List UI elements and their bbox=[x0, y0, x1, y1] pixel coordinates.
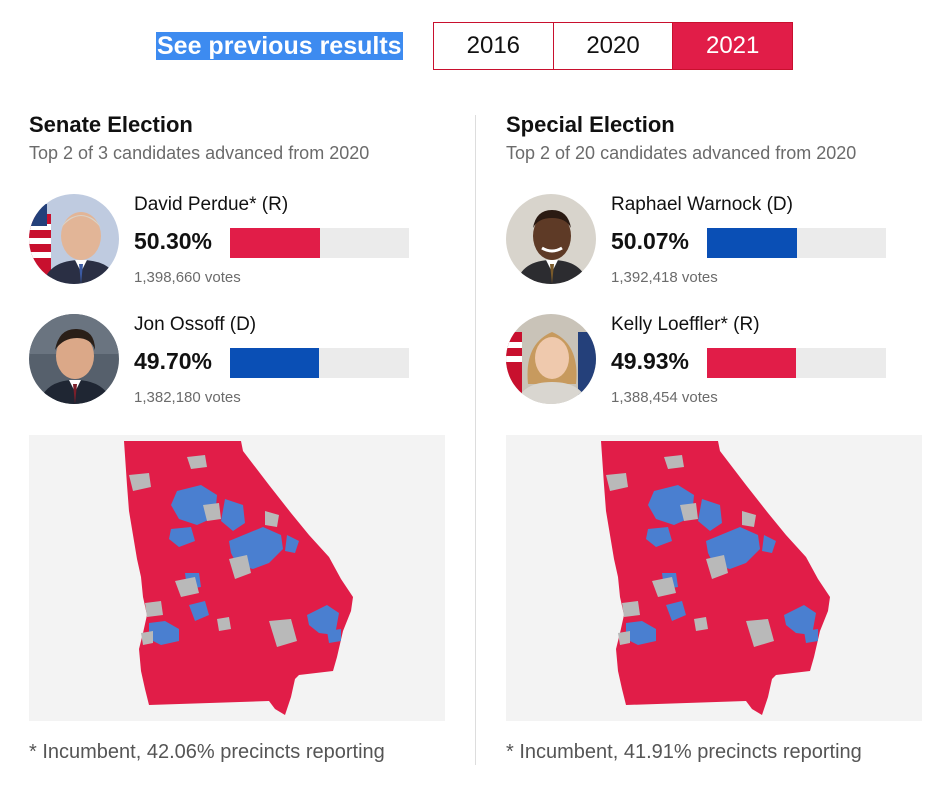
candidate-loeffler: Kelly Loeffler* (R) 49.93% 1,388,454 vot… bbox=[506, 314, 926, 406]
georgia-map bbox=[601, 441, 830, 715]
county-gray bbox=[187, 455, 207, 469]
candidate-name: Kelly Loeffler* (R) bbox=[611, 314, 760, 335]
county-blue bbox=[804, 629, 818, 643]
county-gray bbox=[622, 601, 640, 617]
candidate-photo-ossoff bbox=[29, 314, 119, 404]
county-gray bbox=[141, 631, 153, 645]
race-title: Senate Election bbox=[29, 112, 193, 137]
county-gray bbox=[229, 555, 251, 579]
no-results-counties bbox=[606, 455, 774, 647]
county-gray bbox=[694, 617, 708, 631]
candidate-votes: 1,382,180 votes bbox=[134, 389, 241, 406]
georgia-map bbox=[124, 441, 353, 715]
county-gray bbox=[618, 631, 630, 645]
candidate-warnock: Raphael Warnock (D) 50.07% 1,392,418 vot… bbox=[506, 194, 926, 286]
county-gray bbox=[217, 617, 231, 631]
county-gray bbox=[706, 555, 728, 579]
county-blue bbox=[626, 621, 656, 645]
vote-share-bar-fill bbox=[707, 348, 797, 378]
candidate-name: Raphael Warnock (D) bbox=[611, 194, 793, 215]
county-blue bbox=[762, 535, 776, 553]
county-blue bbox=[221, 499, 245, 531]
candidate-votes: 1,398,660 votes bbox=[134, 269, 241, 286]
candidate-name: Jon Ossoff (D) bbox=[134, 314, 257, 335]
candidate-ossoff: Jon Ossoff (D) 49.70% 1,382,180 votes bbox=[29, 314, 449, 406]
candidate-percent: 50.07% bbox=[611, 228, 690, 254]
tab-year-2021[interactable]: 2021 bbox=[672, 23, 793, 69]
county-gray bbox=[145, 601, 163, 617]
race-title: Special Election bbox=[506, 112, 675, 137]
county-blue bbox=[149, 621, 179, 645]
race-subtitle: Top 2 of 20 candidates advanced from 202… bbox=[506, 143, 857, 163]
county-results-map[interactable] bbox=[29, 435, 445, 721]
candidate-votes: 1,392,418 votes bbox=[611, 269, 718, 286]
race-subtitle: Top 2 of 3 candidates advanced from 2020 bbox=[29, 143, 370, 163]
county-gray bbox=[664, 455, 684, 469]
vote-share-bar-fill bbox=[230, 228, 321, 258]
county-blue bbox=[698, 499, 722, 531]
county-blue bbox=[666, 601, 686, 621]
candidate-photo-perdue bbox=[29, 194, 119, 284]
vote-share-bar bbox=[230, 228, 409, 258]
results-header: See previous results 2016 2020 2021 bbox=[0, 0, 939, 90]
county-blue bbox=[285, 535, 299, 553]
county-gray bbox=[129, 473, 151, 491]
vote-share-bar-fill bbox=[230, 348, 319, 378]
county-gray bbox=[175, 577, 199, 597]
county-blue bbox=[784, 605, 816, 635]
county-blue bbox=[646, 527, 672, 547]
county-gray bbox=[652, 577, 676, 597]
vote-share-bar-fill bbox=[707, 228, 797, 258]
candidate-perdue: David Perdue* (R) 50.30% 1,398,660 votes bbox=[29, 194, 449, 286]
vote-share-bar bbox=[707, 228, 886, 258]
candidate-percent: 49.70% bbox=[134, 348, 213, 374]
county-blue bbox=[327, 629, 341, 643]
vote-share-bar bbox=[707, 348, 886, 378]
tab-year-2016[interactable]: 2016 bbox=[434, 23, 553, 69]
column-divider bbox=[475, 115, 476, 765]
race-footnote: * Incumbent, 42.06% precincts reporting bbox=[29, 741, 385, 763]
candidate-photo-warnock bbox=[506, 194, 596, 284]
tab-year-2020[interactable]: 2020 bbox=[552, 23, 673, 69]
no-results-counties bbox=[129, 455, 297, 647]
georgia-state-shape bbox=[124, 441, 353, 715]
county-gray bbox=[742, 511, 756, 527]
candidate-percent: 50.30% bbox=[134, 228, 213, 254]
county-blue bbox=[189, 601, 209, 621]
county-blue bbox=[307, 605, 339, 635]
candidate-name: David Perdue* (R) bbox=[134, 194, 289, 215]
candidate-percent: 49.93% bbox=[611, 348, 690, 374]
county-gray bbox=[680, 503, 698, 521]
race-footnote: * Incumbent, 41.91% precincts reporting bbox=[506, 741, 862, 763]
candidate-votes: 1,388,454 votes bbox=[611, 389, 718, 406]
county-gray bbox=[606, 473, 628, 491]
county-gray bbox=[746, 619, 774, 647]
year-selector: 2016 2020 2021 bbox=[433, 22, 793, 70]
georgia-state-shape bbox=[601, 441, 830, 715]
county-results-map[interactable] bbox=[506, 435, 922, 721]
candidate-photo-loeffler bbox=[506, 314, 596, 404]
county-gray bbox=[269, 619, 297, 647]
county-gray bbox=[203, 503, 221, 521]
see-previous-results-label: See previous results bbox=[156, 32, 403, 60]
county-blue bbox=[169, 527, 195, 547]
vote-share-bar bbox=[230, 348, 409, 378]
county-gray bbox=[265, 511, 279, 527]
